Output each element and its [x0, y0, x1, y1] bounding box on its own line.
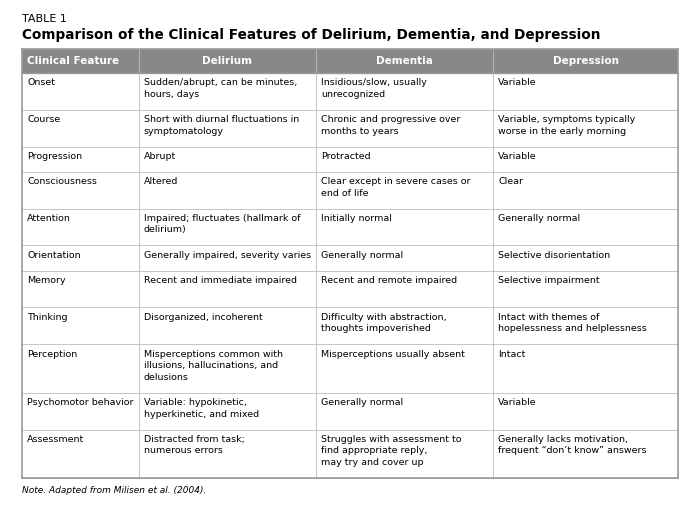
- Text: Clear: Clear: [498, 177, 523, 186]
- Text: Consciousness: Consciousness: [27, 177, 97, 186]
- Text: Abrupt: Abrupt: [144, 152, 176, 161]
- Text: Difficulty with abstraction,
thoughts impoverished: Difficulty with abstraction, thoughts im…: [321, 313, 447, 333]
- Text: Variable: hypokinetic,
hyperkinetic, and mixed: Variable: hypokinetic, hyperkinetic, and…: [144, 398, 259, 419]
- Text: Intact with themes of
hopelessness and helplessness: Intact with themes of hopelessness and h…: [498, 313, 647, 333]
- Text: Disorganized, incoherent: Disorganized, incoherent: [144, 313, 262, 322]
- Text: Misperceptions usually absent: Misperceptions usually absent: [321, 349, 465, 359]
- Text: Memory: Memory: [27, 276, 66, 285]
- Text: Recent and immediate impaired: Recent and immediate impaired: [144, 276, 297, 285]
- Text: Generally normal: Generally normal: [498, 214, 580, 223]
- Text: Generally lacks motivation,
frequent “don’t know” answers: Generally lacks motivation, frequent “do…: [498, 435, 647, 456]
- Text: Intact: Intact: [498, 349, 526, 359]
- Text: Clear except in severe cases or
end of life: Clear except in severe cases or end of l…: [321, 177, 470, 197]
- Text: TABLE 1: TABLE 1: [22, 14, 67, 24]
- Text: Selective impairment: Selective impairment: [498, 276, 600, 285]
- Text: Attention: Attention: [27, 214, 71, 223]
- Text: Generally impaired, severity varies: Generally impaired, severity varies: [144, 251, 311, 260]
- Text: Recent and remote impaired: Recent and remote impaired: [321, 276, 457, 285]
- Text: Progression: Progression: [27, 152, 82, 161]
- Text: Variable, symptoms typically
worse in the early morning: Variable, symptoms typically worse in th…: [498, 115, 636, 136]
- Text: Generally normal: Generally normal: [321, 398, 403, 407]
- Text: Chronic and progressive over
months to years: Chronic and progressive over months to y…: [321, 115, 461, 136]
- Text: Psychomotor behavior: Psychomotor behavior: [27, 398, 134, 407]
- Text: Struggles with assessment to
find appropriate reply,
may try and cover up: Struggles with assessment to find approp…: [321, 435, 461, 467]
- Text: Variable: Variable: [498, 398, 537, 407]
- Text: Selective disorientation: Selective disorientation: [498, 251, 610, 260]
- Text: Clinical Feature: Clinical Feature: [27, 56, 119, 66]
- Text: Comparison of the Clinical Features of Delirium, Dementia, and Depression: Comparison of the Clinical Features of D…: [22, 28, 601, 42]
- Text: Dementia: Dementia: [376, 56, 433, 66]
- Text: Misperceptions common with
illusions, hallucinations, and
delusions: Misperceptions common with illusions, ha…: [144, 349, 283, 381]
- Text: Thinking: Thinking: [27, 313, 67, 322]
- Text: Protracted: Protracted: [321, 152, 370, 161]
- Text: Initially normal: Initially normal: [321, 214, 392, 223]
- Text: Short with diurnal fluctuations in
symptomatology: Short with diurnal fluctuations in sympt…: [144, 115, 299, 136]
- Text: Note. Adapted from Milisen et al. (2004).: Note. Adapted from Milisen et al. (2004)…: [22, 486, 206, 495]
- Text: Course: Course: [27, 115, 60, 124]
- Text: Generally normal: Generally normal: [321, 251, 403, 260]
- Bar: [22, 49, 678, 73]
- Text: Altered: Altered: [144, 177, 178, 186]
- Text: Sudden/abrupt, can be minutes,
hours, days: Sudden/abrupt, can be minutes, hours, da…: [144, 78, 297, 99]
- Text: Perception: Perception: [27, 349, 77, 359]
- Text: Variable: Variable: [498, 78, 537, 87]
- Text: Onset: Onset: [27, 78, 55, 87]
- Text: Insidious/slow, usually
unrecognized: Insidious/slow, usually unrecognized: [321, 78, 427, 99]
- Text: Delirium: Delirium: [202, 56, 252, 66]
- Text: Orientation: Orientation: [27, 251, 81, 260]
- Text: Distracted from task;
numerous errors: Distracted from task; numerous errors: [144, 435, 244, 456]
- Text: Depression: Depression: [552, 56, 619, 66]
- Text: Impaired; fluctuates (hallmark of
delirium): Impaired; fluctuates (hallmark of deliri…: [144, 214, 300, 234]
- Text: Variable: Variable: [498, 152, 537, 161]
- Text: Assessment: Assessment: [27, 435, 84, 444]
